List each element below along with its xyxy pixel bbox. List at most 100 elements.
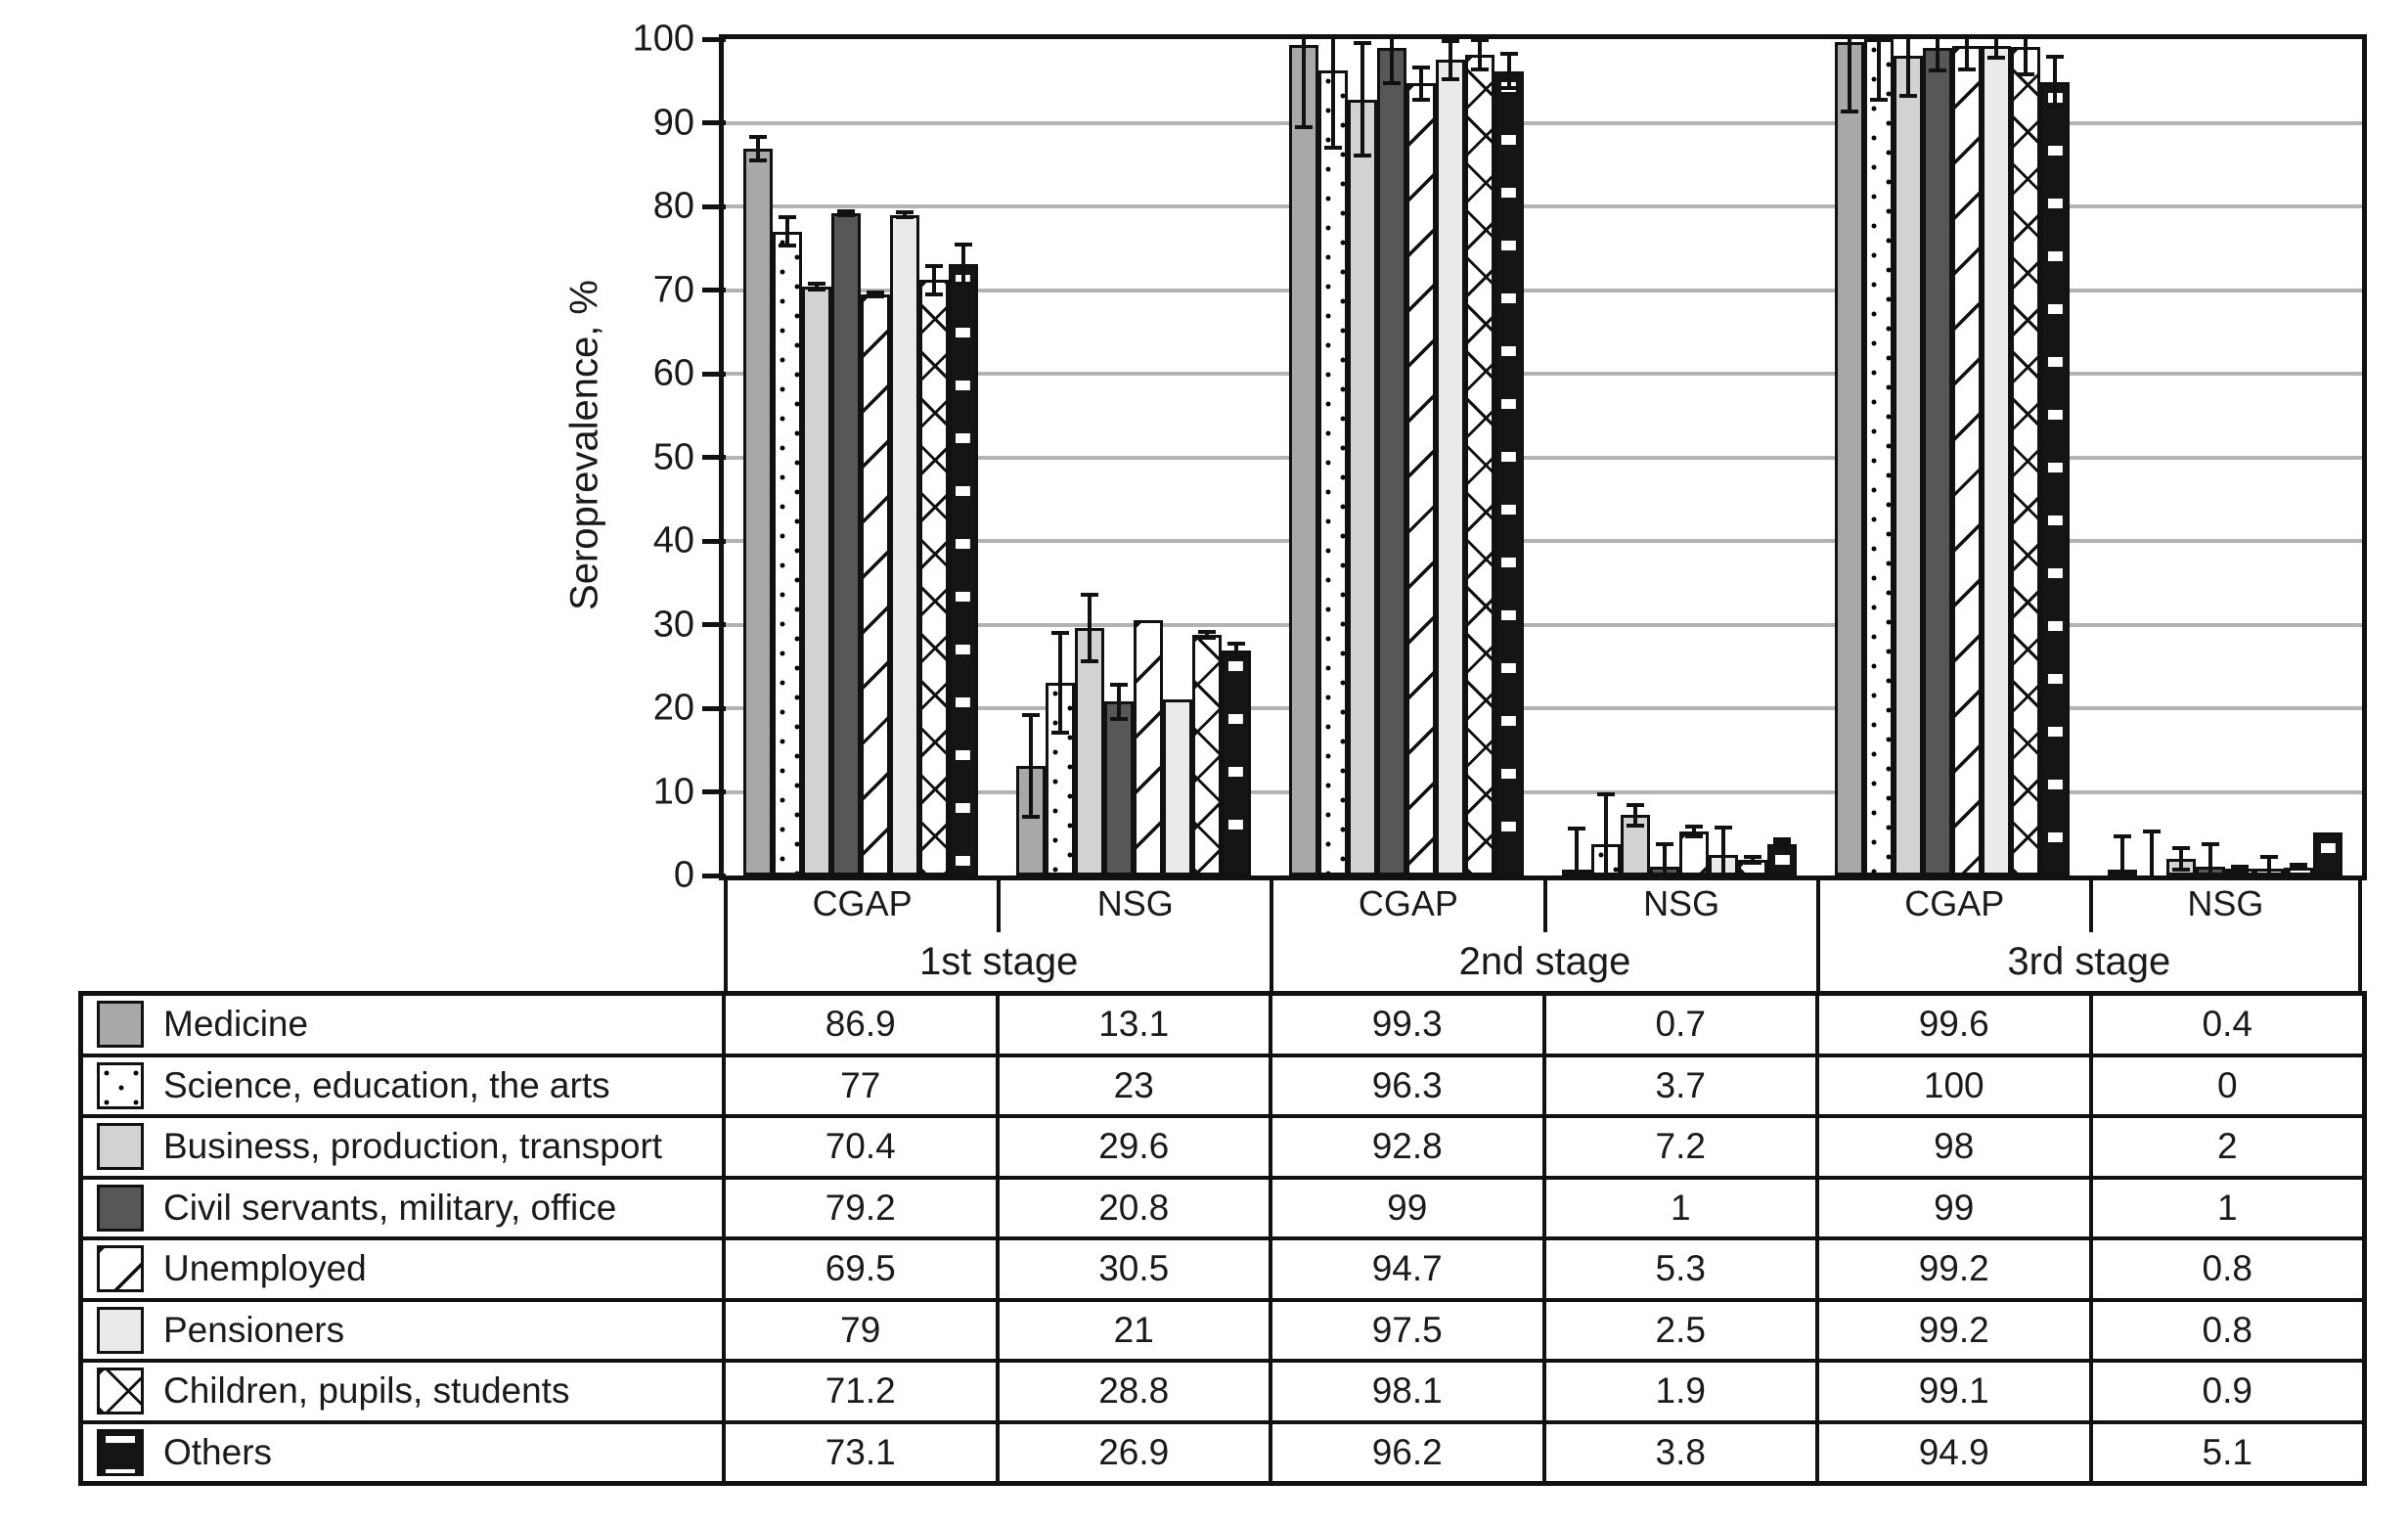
bar-dots — [772, 231, 802, 875]
error-bar — [895, 210, 914, 219]
error-bar — [1080, 593, 1098, 663]
group-header: NSG — [997, 875, 1270, 932]
table-value: 13.1 — [999, 996, 1269, 1054]
bar-dots — [1864, 39, 1895, 875]
series-name: Children, pupils, students — [163, 1370, 570, 1412]
error-bar — [1353, 40, 1371, 158]
error-bar — [1197, 629, 1216, 640]
table-value: 26.9 — [999, 1423, 1269, 1481]
error-bar — [2202, 841, 2220, 875]
gridline — [724, 288, 2362, 292]
bar-solid — [1894, 56, 1924, 875]
bar-cross — [1464, 55, 1494, 875]
table-value: 73.1 — [726, 1423, 996, 1481]
table-value: 0.8 — [2092, 1240, 2362, 1298]
series-name: Medicine — [163, 1004, 309, 1045]
data-table: Medicine 86.9 13.1 99.3 0.7 99.6 0.4 Science, e… — [78, 991, 2367, 1486]
table-value: 1 — [1545, 1179, 1815, 1236]
bar-solid — [889, 214, 919, 875]
table-value: 99.3 — [1272, 996, 1542, 1054]
gridline — [724, 455, 2362, 460]
table-value: 29.6 — [999, 1118, 1269, 1176]
bar-hatch — [1133, 620, 1163, 875]
table-value: 79 — [726, 1301, 996, 1359]
bar-hatch — [1952, 45, 1983, 875]
series-name: Unemployed — [163, 1248, 367, 1289]
table-value: 99.2 — [1819, 1301, 2089, 1359]
table-value: 0 — [2092, 1056, 2362, 1114]
gridline — [724, 372, 2362, 376]
error-bar — [1226, 641, 1245, 660]
gridline — [724, 622, 2362, 627]
group-header: NSG — [1542, 875, 1816, 932]
table-value: 70.4 — [726, 1118, 996, 1176]
y-tick-label: 50 — [652, 436, 694, 477]
legend-swatch-dots — [97, 1061, 144, 1109]
bar-solid — [1162, 699, 1192, 875]
error-bar — [1109, 682, 1128, 721]
bar-dots — [1317, 69, 1348, 875]
table-value: 7.2 — [1545, 1118, 1815, 1176]
table-row-label: Science, education, the arts — [83, 1056, 722, 1114]
table-value: 94.9 — [1819, 1423, 2089, 1481]
error-bar — [1411, 65, 1430, 103]
table-row-label: Children, pupils, students — [83, 1363, 722, 1420]
error-bar — [1870, 39, 1889, 103]
table-value: 92.8 — [1272, 1118, 1542, 1176]
error-bar — [2290, 862, 2308, 871]
table-value: 1.9 — [1545, 1363, 1815, 1420]
bar-dashes — [1767, 843, 1798, 875]
error-bar — [1744, 854, 1762, 865]
y-tick — [702, 873, 726, 878]
bar-hatch — [1405, 83, 1436, 875]
legend-swatch-solid — [97, 1184, 144, 1232]
table-value: 79.2 — [726, 1179, 996, 1236]
error-bar — [2114, 834, 2132, 875]
bar-solid — [830, 212, 861, 875]
error-bar — [748, 135, 767, 162]
table-value: 3.7 — [1545, 1056, 1815, 1114]
error-bar — [1929, 39, 1947, 73]
group-header: CGAP — [724, 875, 997, 932]
error-bar — [1021, 713, 1040, 819]
table-value: 86.9 — [726, 996, 996, 1054]
bar-cross — [1191, 634, 1222, 875]
error-bar — [836, 208, 855, 218]
y-tick — [702, 120, 726, 125]
y-tick-label: 70 — [652, 269, 694, 310]
table-value: 3.8 — [1545, 1423, 1815, 1481]
series-name: Others — [163, 1431, 273, 1472]
error-bar — [1499, 51, 1518, 91]
y-tick — [702, 288, 726, 292]
group-header: CGAP — [1815, 875, 2089, 932]
error-bar — [2046, 55, 2065, 109]
table-value: 69.5 — [726, 1240, 996, 1298]
stage-header: 2nd stage — [1270, 932, 1815, 991]
table-row-label: Unemployed — [83, 1240, 722, 1298]
table-value: 99 — [1819, 1179, 2089, 1236]
gridline — [724, 539, 2362, 543]
table-row-label: Others — [83, 1423, 722, 1481]
table-value: 5.3 — [1545, 1240, 1815, 1298]
gridline — [724, 789, 2362, 794]
error-bar — [2260, 854, 2279, 875]
table-value: 0.8 — [2092, 1301, 2362, 1359]
legend-swatch-solid — [97, 1001, 144, 1049]
y-tick — [702, 36, 726, 42]
plot-area — [719, 34, 2367, 880]
error-bar — [866, 290, 884, 299]
y-tick-label: 40 — [652, 519, 694, 561]
bar-solid — [1982, 45, 2012, 875]
table-value: 94.7 — [1272, 1240, 1542, 1298]
error-bar — [1323, 39, 1342, 150]
gridline — [724, 706, 2362, 710]
stage-header: 3rd stage — [1815, 932, 2362, 991]
error-bar — [1715, 825, 1733, 875]
table-value: 0.4 — [2092, 996, 2362, 1054]
table-value: 21 — [999, 1301, 1269, 1359]
error-bar — [1685, 824, 1704, 838]
error-bar — [1656, 841, 1674, 875]
table-row-label: Medicine — [83, 996, 722, 1054]
bar-solid — [1103, 701, 1134, 875]
